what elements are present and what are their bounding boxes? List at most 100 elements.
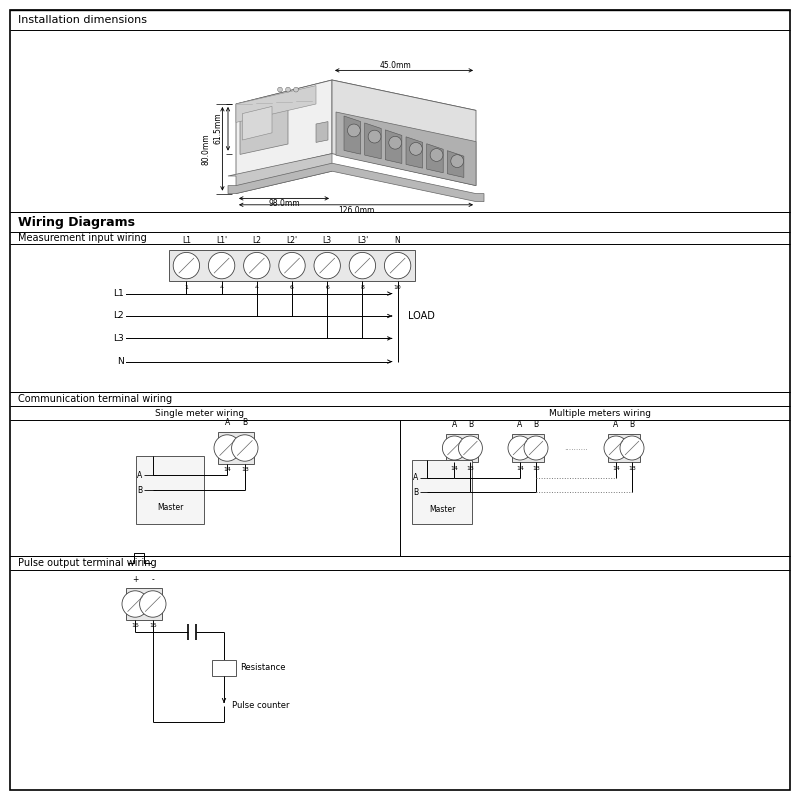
- Text: 14: 14: [612, 466, 620, 470]
- Text: 16: 16: [131, 623, 139, 628]
- Polygon shape: [236, 80, 476, 134]
- Text: L3: L3: [114, 334, 124, 343]
- Bar: [512, 434, 544, 462]
- Polygon shape: [406, 137, 422, 168]
- Bar: [169, 250, 415, 282]
- Polygon shape: [240, 99, 288, 154]
- Bar: [608, 434, 640, 462]
- Text: +: +: [132, 574, 138, 584]
- Text: B: B: [138, 486, 142, 494]
- Circle shape: [385, 253, 411, 279]
- Bar: [212, 660, 236, 676]
- Text: 45.0mm: 45.0mm: [380, 61, 412, 70]
- Text: 15: 15: [149, 623, 157, 628]
- Text: 80.0mm: 80.0mm: [202, 133, 211, 165]
- Polygon shape: [242, 106, 272, 140]
- Text: N: N: [118, 357, 124, 366]
- Polygon shape: [236, 86, 316, 122]
- Text: 98.0mm: 98.0mm: [268, 199, 300, 209]
- Text: -: -: [151, 574, 154, 584]
- Text: 126.0mm: 126.0mm: [338, 206, 374, 215]
- Text: 4: 4: [219, 285, 223, 290]
- Text: L1: L1: [182, 236, 191, 246]
- Text: Pulse counter: Pulse counter: [232, 701, 290, 710]
- Circle shape: [349, 253, 376, 279]
- Text: L1: L1: [114, 289, 124, 298]
- Bar: [136, 456, 204, 524]
- Circle shape: [214, 435, 240, 461]
- Text: N: N: [394, 236, 401, 246]
- Polygon shape: [344, 116, 361, 154]
- Circle shape: [294, 87, 298, 92]
- Text: B: B: [414, 487, 418, 497]
- Polygon shape: [332, 80, 476, 186]
- Circle shape: [232, 435, 258, 461]
- Text: B: B: [468, 420, 473, 429]
- Text: ..........: ..........: [564, 443, 588, 453]
- Circle shape: [122, 590, 148, 618]
- Text: 4: 4: [254, 285, 258, 290]
- Text: Resistance: Resistance: [240, 663, 286, 673]
- Text: A: A: [225, 418, 230, 427]
- Text: A: A: [137, 470, 142, 479]
- Text: B: B: [630, 420, 634, 429]
- Text: 14: 14: [450, 466, 458, 470]
- Text: A: A: [452, 420, 457, 429]
- Text: A: A: [614, 420, 618, 429]
- Text: 14: 14: [223, 467, 231, 472]
- Circle shape: [389, 136, 402, 149]
- Text: 13: 13: [466, 466, 474, 470]
- Text: Measurement input wiring: Measurement input wiring: [18, 233, 147, 243]
- Circle shape: [173, 253, 199, 279]
- Text: 61.5mm: 61.5mm: [214, 112, 223, 144]
- Polygon shape: [426, 144, 443, 173]
- Polygon shape: [336, 112, 476, 186]
- Text: LOAD: LOAD: [408, 311, 435, 321]
- Circle shape: [458, 436, 482, 460]
- Circle shape: [279, 253, 306, 279]
- Circle shape: [286, 87, 290, 92]
- Circle shape: [314, 253, 341, 279]
- Circle shape: [620, 436, 644, 460]
- Text: Master: Master: [429, 506, 455, 514]
- Text: A: A: [413, 474, 418, 482]
- Bar: [218, 432, 254, 464]
- Circle shape: [243, 253, 270, 279]
- Text: 6: 6: [326, 285, 329, 290]
- Bar: [412, 460, 472, 524]
- Text: 1: 1: [185, 285, 188, 290]
- Text: 13: 13: [241, 467, 249, 472]
- Text: L1': L1': [216, 236, 227, 246]
- Text: L3': L3': [357, 236, 368, 246]
- Text: B: B: [534, 420, 538, 429]
- Text: 13: 13: [628, 466, 636, 470]
- Polygon shape: [386, 130, 402, 163]
- Circle shape: [451, 154, 464, 167]
- Circle shape: [347, 124, 360, 137]
- Bar: [126, 588, 162, 620]
- Text: 6: 6: [290, 285, 294, 290]
- Text: B: B: [242, 418, 247, 427]
- Circle shape: [139, 590, 166, 618]
- Polygon shape: [316, 122, 328, 142]
- Text: 13: 13: [532, 466, 540, 470]
- Circle shape: [604, 436, 628, 460]
- Text: Pulse output terminal wiring: Pulse output terminal wiring: [18, 558, 157, 568]
- Circle shape: [508, 436, 532, 460]
- Circle shape: [278, 87, 282, 92]
- Text: Multiple meters wiring: Multiple meters wiring: [549, 409, 651, 418]
- Text: A: A: [518, 420, 522, 429]
- Circle shape: [524, 436, 548, 460]
- Text: Installation dimensions: Installation dimensions: [18, 15, 147, 25]
- Text: L2': L2': [286, 236, 298, 246]
- Circle shape: [410, 142, 422, 155]
- Text: L2: L2: [114, 311, 124, 321]
- Text: L3: L3: [322, 236, 332, 246]
- Polygon shape: [236, 80, 332, 176]
- Polygon shape: [228, 154, 332, 194]
- Text: 10: 10: [394, 285, 402, 290]
- Circle shape: [368, 130, 381, 143]
- Text: Wiring Diagrams: Wiring Diagrams: [18, 215, 135, 229]
- Polygon shape: [228, 163, 484, 202]
- Text: Communication terminal wiring: Communication terminal wiring: [18, 394, 173, 404]
